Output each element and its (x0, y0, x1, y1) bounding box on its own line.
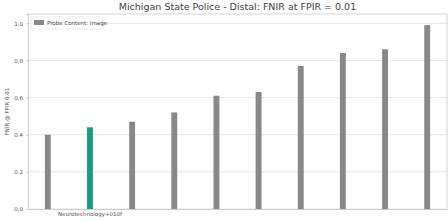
bar (382, 49, 388, 209)
x-tick-label: Neurotechnology+010f (58, 211, 123, 218)
bar (298, 66, 304, 209)
y-tick: 0.8 (14, 58, 28, 64)
bar (213, 96, 219, 209)
bar (256, 92, 262, 209)
frame-right (447, 14, 448, 209)
x-tick: Neurotechnology+010f (58, 209, 123, 218)
y-tick-label: 0.6 (14, 95, 23, 101)
y-tick-mark (26, 98, 28, 99)
x-axis-line (29, 209, 448, 210)
y-tick-label: 0.0 (14, 206, 23, 212)
y-tick-label: 0.8 (14, 58, 23, 64)
y-tick-label: 0.4 (14, 132, 23, 138)
y-tick: 0.2 (14, 169, 28, 175)
y-tick-label: 1.0 (14, 21, 23, 27)
x-axis: Neurotechnology+010f (29, 209, 448, 218)
bar (45, 135, 51, 209)
y-tick-mark (26, 23, 28, 24)
y-tick: 0.4 (14, 132, 28, 138)
bar (171, 112, 177, 209)
grid (28, 23, 447, 209)
y-tick-label: 0.2 (14, 169, 23, 175)
bar (424, 25, 430, 209)
bar (340, 53, 346, 209)
legend: Probe Content: Image (31, 17, 108, 29)
title: Michigan State Police - Distal: FNIR at … (119, 1, 356, 12)
y-tick: 0.6 (14, 95, 28, 101)
y-axis-line (26, 15, 29, 210)
legend-label: Probe Content: Image (47, 20, 108, 27)
legend-swatch (34, 20, 44, 25)
y-tick-mark (26, 172, 28, 173)
y-tick-mark (26, 135, 28, 136)
y-tick: 0.0 (14, 206, 28, 212)
frame-top (28, 14, 447, 15)
bar (129, 122, 135, 209)
y-tick: 1.0 (14, 21, 28, 27)
y-tick-mark (26, 60, 28, 61)
y-tick-mark (26, 209, 28, 210)
y-axis-title: FNIR @ FPIR 0.01 (4, 88, 10, 136)
y-axis: 0.0 0.2 0.4 0.6 0.8 1.0 (14, 15, 28, 213)
bars (45, 25, 430, 209)
bar (87, 127, 93, 209)
